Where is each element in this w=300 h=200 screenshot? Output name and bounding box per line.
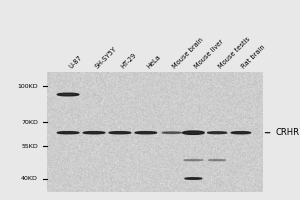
Ellipse shape	[83, 132, 105, 134]
Text: CRHR1: CRHR1	[265, 128, 300, 137]
Ellipse shape	[185, 178, 202, 179]
Ellipse shape	[57, 93, 79, 96]
Text: U-87: U-87	[68, 54, 83, 70]
Text: 55KD: 55KD	[21, 144, 38, 149]
Text: HT-29: HT-29	[120, 52, 138, 70]
Ellipse shape	[135, 132, 157, 134]
Ellipse shape	[208, 160, 226, 161]
Ellipse shape	[109, 132, 131, 134]
Text: 40KD: 40KD	[21, 176, 38, 181]
Text: Mouse brain: Mouse brain	[172, 36, 205, 70]
Text: Mouse liver: Mouse liver	[194, 38, 225, 70]
Ellipse shape	[162, 132, 182, 134]
Text: 100KD: 100KD	[17, 84, 38, 89]
Ellipse shape	[207, 132, 227, 134]
Text: Rat brain: Rat brain	[241, 44, 267, 70]
Ellipse shape	[184, 160, 203, 161]
Ellipse shape	[183, 131, 204, 134]
Text: HeLa: HeLa	[146, 54, 162, 70]
Text: SH-SY5Y: SH-SY5Y	[94, 46, 118, 70]
Ellipse shape	[231, 132, 250, 134]
Text: 70KD: 70KD	[21, 120, 38, 125]
Text: Mouse testis: Mouse testis	[217, 36, 251, 70]
Ellipse shape	[57, 132, 79, 134]
